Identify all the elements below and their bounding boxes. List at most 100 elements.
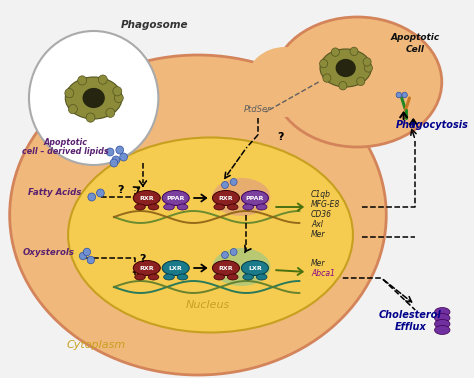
Text: ?: ? [118,185,124,195]
Circle shape [68,104,77,114]
Ellipse shape [212,248,270,286]
Circle shape [65,88,74,98]
Ellipse shape [435,307,450,316]
Text: cell – derived lipids: cell – derived lipids [22,147,109,156]
Text: Apoptotic: Apoptotic [44,138,88,147]
Ellipse shape [243,204,254,210]
Text: CD36: CD36 [311,210,332,219]
Ellipse shape [435,313,450,322]
Circle shape [350,47,358,56]
Ellipse shape [246,47,323,117]
Circle shape [230,248,237,256]
Text: MFG-E8: MFG-E8 [311,200,340,209]
Circle shape [87,256,94,264]
Ellipse shape [336,59,356,77]
Text: Axl: Axl [311,220,323,229]
Ellipse shape [243,274,254,280]
Ellipse shape [135,274,146,280]
Ellipse shape [177,204,188,210]
Text: PPAR: PPAR [166,196,185,201]
Ellipse shape [162,191,189,206]
Circle shape [99,75,107,84]
Circle shape [112,156,120,164]
Text: RXR: RXR [219,266,233,271]
Circle shape [97,189,104,197]
Text: Mer: Mer [311,230,326,239]
Ellipse shape [241,191,268,206]
Ellipse shape [82,88,105,108]
Ellipse shape [212,178,270,216]
Text: RXR: RXR [139,266,154,271]
Circle shape [79,252,87,260]
Ellipse shape [256,204,267,210]
Text: RXR: RXR [219,196,233,201]
Text: Cytoplasm: Cytoplasm [67,340,126,350]
Ellipse shape [212,191,239,206]
Circle shape [88,193,96,201]
Ellipse shape [148,204,159,210]
Text: Oxysterols: Oxysterols [22,248,74,257]
Circle shape [396,92,401,98]
Circle shape [120,153,128,161]
Text: Nucleus: Nucleus [185,300,230,310]
Circle shape [113,87,122,96]
Circle shape [363,58,371,66]
Ellipse shape [148,274,159,280]
Ellipse shape [320,49,372,87]
Circle shape [110,159,118,167]
Text: LXR: LXR [248,266,262,271]
Text: Cell: Cell [406,45,425,54]
Ellipse shape [164,204,174,210]
Text: Apoptotic: Apoptotic [391,33,440,42]
Ellipse shape [68,138,353,333]
Text: Phagosome: Phagosome [121,20,188,30]
Ellipse shape [273,17,442,147]
Circle shape [402,92,407,98]
Text: Mer: Mer [311,259,326,268]
Circle shape [222,181,228,189]
Ellipse shape [133,191,160,206]
Ellipse shape [162,260,189,276]
Ellipse shape [256,274,267,280]
Circle shape [339,82,347,90]
Text: Efflux: Efflux [394,322,426,332]
Circle shape [230,178,237,186]
Text: RXR: RXR [139,196,154,201]
Text: Abca1: Abca1 [311,269,335,278]
Text: C1qb: C1qb [311,190,331,199]
Circle shape [78,76,87,85]
Ellipse shape [164,274,174,280]
Ellipse shape [228,204,238,210]
Text: Fatty Acids: Fatty Acids [28,188,82,197]
Circle shape [86,113,95,122]
Text: ?: ? [277,132,283,142]
Ellipse shape [228,274,238,280]
Ellipse shape [9,55,386,375]
Circle shape [222,251,228,259]
Ellipse shape [212,260,239,276]
Circle shape [106,108,115,118]
Circle shape [331,48,339,56]
Ellipse shape [435,325,450,335]
Text: PtdSer: PtdSer [244,105,272,114]
Ellipse shape [241,260,268,276]
Circle shape [319,59,328,68]
Ellipse shape [133,260,160,276]
Circle shape [29,31,158,165]
Text: PPAR: PPAR [246,196,264,201]
Ellipse shape [214,274,225,280]
Text: LXR: LXR [169,266,182,271]
Ellipse shape [214,204,225,210]
Circle shape [365,64,373,72]
Text: Phagocytosis: Phagocytosis [396,120,469,130]
Ellipse shape [435,319,450,328]
Circle shape [114,93,123,102]
Ellipse shape [65,77,122,119]
Circle shape [357,77,365,85]
Text: ?: ? [140,254,146,264]
Circle shape [83,248,91,256]
Ellipse shape [135,204,146,210]
Circle shape [106,148,114,156]
Text: Cholesterol: Cholesterol [379,310,442,320]
Circle shape [116,146,124,154]
